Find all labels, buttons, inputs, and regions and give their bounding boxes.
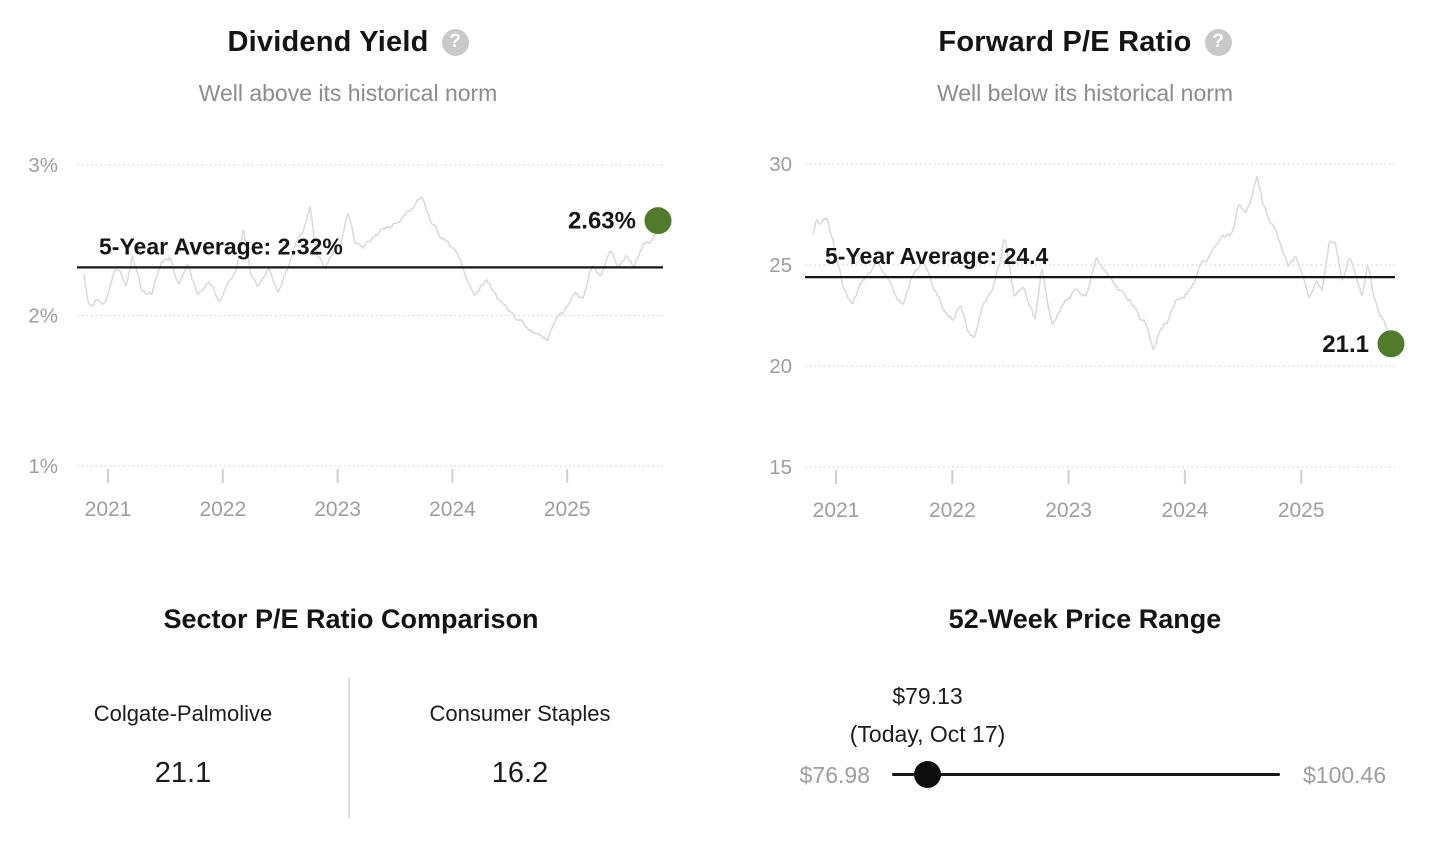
price-slider-handle[interactable] xyxy=(914,761,942,788)
x-tick-label: 2025 xyxy=(1278,499,1325,522)
dividend-yield-chart: 3% 2% 1% 2021 2022 2023 2024 2025 5-Year Average… xyxy=(28,154,672,521)
x-tick-label: 2025 xyxy=(544,498,591,521)
x-tick-label: 2023 xyxy=(1045,499,1092,522)
price-slider-track xyxy=(892,773,1280,776)
forward-pe-subtitle: Well below its historical norm xyxy=(936,80,1234,106)
x-tick-label: 2023 xyxy=(314,498,361,521)
forward-pe-title-row: Forward P/E Ratio ? xyxy=(719,22,1438,62)
x-tick-label: 2022 xyxy=(199,498,246,521)
price-range-low-label: $76.98 xyxy=(799,762,870,788)
dividend-yield-subtitle: Well above its historical norm xyxy=(198,80,498,106)
column-divider xyxy=(348,678,350,818)
help-icon[interactable]: ? xyxy=(1204,28,1232,56)
current-value-dot xyxy=(644,207,672,235)
current-price-label: $79.13 xyxy=(892,683,963,709)
sector-column-sector-value: 16.2 xyxy=(491,757,549,789)
current-value-label: 21.1 xyxy=(1322,331,1369,358)
current-price-date-label: (Today, Oct 17) xyxy=(849,721,1006,747)
y-tick-label: 20 xyxy=(769,355,792,378)
series-line xyxy=(83,196,659,342)
average-label: 5-Year Average: 24.4 xyxy=(825,243,1049,269)
y-tick-label: 1% xyxy=(28,455,58,478)
sector-comparison-title: Sector P/E Ratio Comparison xyxy=(163,604,539,634)
dividend-yield-title-row: Dividend Yield ? xyxy=(0,22,696,62)
x-tick-label: 2024 xyxy=(1162,499,1209,522)
sector-column-company-value: 21.1 xyxy=(154,757,212,789)
price-range-high-label: $100.46 xyxy=(1303,762,1387,788)
page-title-forward-pe: Forward P/E Ratio xyxy=(938,25,1192,58)
x-tick-label: 2021 xyxy=(85,498,132,521)
x-tick-label: 2022 xyxy=(929,499,976,522)
sector-column-sector-label: Consumer Staples xyxy=(429,701,611,726)
y-tick-label: 25 xyxy=(769,254,792,277)
y-tick-label: 2% xyxy=(28,305,58,328)
x-tick-label: 2021 xyxy=(813,499,860,522)
series-line xyxy=(812,175,1392,351)
sector-column-company-label: Colgate-Palmolive xyxy=(93,701,273,726)
forward-pe-chart: 30 25 20 15 2021 2022 2023 2024 2025 5-Year Avera… xyxy=(769,153,1405,522)
price-range-title: 52-Week Price Range xyxy=(948,604,1222,634)
x-tick-label: 2024 xyxy=(429,498,476,521)
average-label: 5-Year Average: 2.32% xyxy=(99,233,343,259)
y-tick-label: 3% xyxy=(28,154,58,177)
current-value-dot xyxy=(1377,330,1405,358)
page-title-dividend-yield: Dividend Yield xyxy=(227,25,429,58)
current-value-label: 2.63% xyxy=(568,208,636,235)
y-tick-label: 15 xyxy=(769,456,792,479)
y-tick-label: 30 xyxy=(769,153,792,176)
help-icon[interactable]: ? xyxy=(441,28,469,56)
